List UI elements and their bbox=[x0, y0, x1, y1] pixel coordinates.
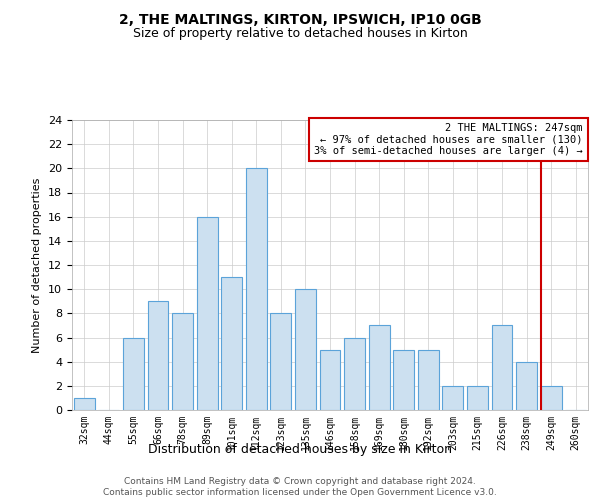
Bar bbox=[295, 289, 316, 410]
Bar bbox=[320, 350, 340, 410]
Bar bbox=[271, 314, 292, 410]
Bar bbox=[123, 338, 144, 410]
Text: 2, THE MALTINGS, KIRTON, IPSWICH, IP10 0GB: 2, THE MALTINGS, KIRTON, IPSWICH, IP10 0… bbox=[119, 12, 481, 26]
Bar bbox=[246, 168, 267, 410]
Text: Size of property relative to detached houses in Kirton: Size of property relative to detached ho… bbox=[133, 28, 467, 40]
Bar bbox=[148, 301, 169, 410]
Bar bbox=[172, 314, 193, 410]
Bar bbox=[393, 350, 414, 410]
Bar bbox=[418, 350, 439, 410]
Y-axis label: Number of detached properties: Number of detached properties bbox=[32, 178, 43, 352]
Bar bbox=[442, 386, 463, 410]
Bar bbox=[197, 216, 218, 410]
Text: Contains HM Land Registry data © Crown copyright and database right 2024.
Contai: Contains HM Land Registry data © Crown c… bbox=[103, 478, 497, 497]
Bar bbox=[368, 326, 389, 410]
Bar bbox=[221, 277, 242, 410]
Bar bbox=[467, 386, 488, 410]
Bar bbox=[541, 386, 562, 410]
Text: 2 THE MALTINGS: 247sqm
← 97% of detached houses are smaller (130)
3% of semi-det: 2 THE MALTINGS: 247sqm ← 97% of detached… bbox=[314, 123, 583, 156]
Text: Distribution of detached houses by size in Kirton: Distribution of detached houses by size … bbox=[148, 442, 452, 456]
Bar bbox=[74, 398, 95, 410]
Bar bbox=[516, 362, 537, 410]
Bar bbox=[344, 338, 365, 410]
Bar bbox=[491, 326, 512, 410]
